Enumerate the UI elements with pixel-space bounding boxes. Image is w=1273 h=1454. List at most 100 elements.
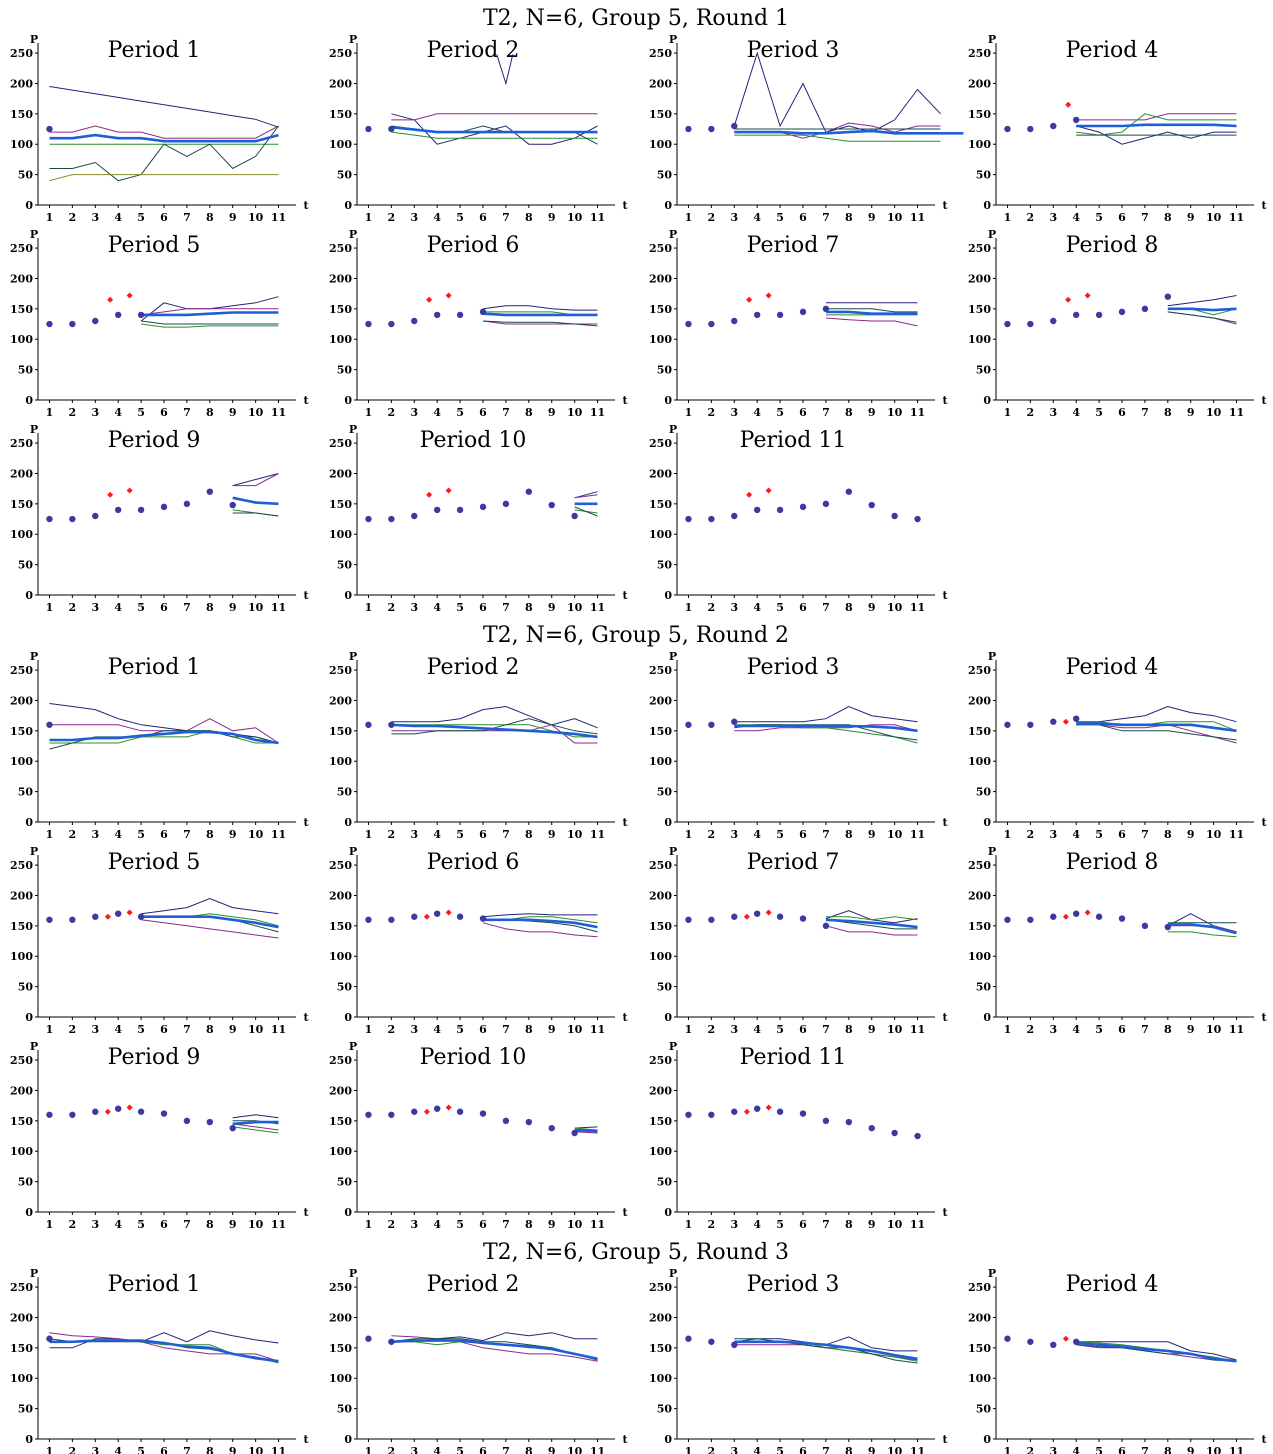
x-tick-label: 10 — [567, 406, 583, 419]
y-axis-label: P — [30, 1267, 38, 1280]
price-point — [891, 512, 898, 520]
y-tick-label: 0 — [664, 816, 672, 829]
x-tick-label: 1 — [685, 601, 693, 614]
x-tick-label: 2 — [1027, 1445, 1035, 1454]
x-tick-label: 9 — [868, 1023, 876, 1036]
x-tick-label: 10 — [248, 406, 264, 419]
x-tick-label: 6 — [160, 1023, 168, 1036]
x-tick-label: 9 — [548, 211, 556, 224]
highlight-marker — [445, 292, 452, 299]
x-tick-label: 6 — [799, 828, 807, 841]
x-tick-label: 7 — [822, 406, 830, 419]
x-tick-label: 2 — [388, 1023, 396, 1036]
x-tick-label: 8 — [1164, 406, 1172, 419]
y-axis-label: P — [30, 33, 38, 46]
y-tick-label: 150 — [329, 1115, 352, 1128]
price-point — [799, 503, 807, 511]
forecast-line-fragment — [496, 54, 514, 86]
y-tick-label: 50 — [337, 1176, 353, 1189]
mean-forecast-line — [391, 723, 598, 739]
y-axis-label: P — [349, 845, 357, 858]
x-tick-label: 5 — [137, 601, 145, 614]
highlight-marker — [1084, 909, 1091, 916]
price-point — [753, 910, 761, 917]
price-point — [46, 320, 53, 328]
x-tick-label: 3 — [91, 1218, 99, 1231]
x-axis-label: t — [1261, 1433, 1267, 1446]
price-point — [229, 501, 236, 509]
forecast-line — [1076, 724, 1237, 741]
x-tick-label: 7 — [822, 1445, 830, 1454]
price-point — [365, 1335, 372, 1342]
x-tick-label: 10 — [567, 211, 583, 224]
y-axis-label: P — [349, 423, 357, 436]
x-tick-label: 3 — [730, 828, 738, 841]
y-tick-label: 250 — [10, 437, 33, 450]
x-tick-label: 5 — [456, 406, 464, 419]
x-tick-label: 11 — [910, 406, 925, 419]
forecast-line — [141, 897, 279, 915]
panel-title: Period 2 — [427, 655, 520, 680]
x-tick-label: 6 — [799, 1218, 807, 1231]
panel-title: Period 4 — [1066, 1272, 1159, 1297]
x-tick-label: 8 — [525, 1218, 533, 1231]
x-tick-label: 6 — [799, 1445, 807, 1454]
y-tick-label: 0 — [344, 816, 352, 829]
forecast-line — [734, 1338, 918, 1364]
x-tick-label: 3 — [730, 1218, 738, 1231]
highlight-marker — [126, 909, 133, 916]
highlight-marker — [126, 1104, 133, 1111]
price-point — [114, 910, 122, 917]
x-tick-label: 4 — [114, 211, 122, 224]
x-tick-label: 1 — [46, 406, 54, 419]
mean-forecast-line — [483, 918, 598, 929]
mean-forecast-line — [232, 496, 279, 506]
price-point — [479, 503, 487, 511]
panel-title: Period 2 — [427, 38, 520, 63]
y-tick-label: 0 — [25, 199, 33, 212]
mean-forecast-line — [141, 311, 279, 317]
price-point — [1027, 1338, 1034, 1345]
x-tick-label: 4 — [1072, 211, 1080, 224]
x-tick-label: 5 — [456, 211, 464, 224]
price-point — [69, 916, 76, 923]
y-tick-label: 200 — [10, 467, 33, 480]
y-tick-label: 200 — [649, 1084, 672, 1097]
x-tick-label: 7 — [183, 1023, 191, 1036]
x-tick-label: 10 — [248, 211, 264, 224]
price-point — [365, 1111, 372, 1118]
y-tick-label: 250 — [329, 47, 352, 60]
y-tick-label: 100 — [10, 333, 33, 346]
x-tick-label: 7 — [822, 601, 830, 614]
y-tick-label: 200 — [10, 889, 33, 902]
y-tick-label: 50 — [337, 169, 353, 182]
x-tick-label: 11 — [910, 1445, 925, 1454]
x-tick-label: 2 — [388, 828, 396, 841]
y-tick-label: 50 — [976, 364, 992, 377]
x-tick-label: 5 — [137, 1445, 145, 1454]
y-tick-label: 150 — [649, 108, 672, 121]
x-tick-label: 9 — [548, 828, 556, 841]
x-tick-label: 1 — [365, 406, 373, 419]
price-point — [685, 320, 692, 328]
panel-title: Period 4 — [1066, 38, 1159, 63]
price-point — [731, 913, 738, 920]
x-tick-label: 4 — [433, 406, 441, 419]
y-tick-label: 100 — [329, 755, 352, 768]
x-tick-label: 3 — [410, 406, 418, 419]
x-tick-label: 9 — [548, 1023, 556, 1036]
y-tick-label: 200 — [649, 889, 672, 902]
forecast-line — [141, 320, 279, 325]
forecast-line — [1167, 295, 1237, 307]
y-tick-label: 250 — [10, 47, 33, 60]
price-point — [868, 501, 875, 509]
price-point — [1027, 721, 1034, 728]
highlight-marker — [1062, 718, 1069, 725]
y-tick-label: 0 — [664, 199, 672, 212]
x-tick-label: 2 — [69, 1023, 77, 1036]
y-tick-label: 150 — [329, 108, 352, 121]
forecast-line — [141, 308, 279, 316]
y-tick-label: 0 — [983, 1433, 991, 1446]
x-tick-label: 3 — [91, 211, 99, 224]
